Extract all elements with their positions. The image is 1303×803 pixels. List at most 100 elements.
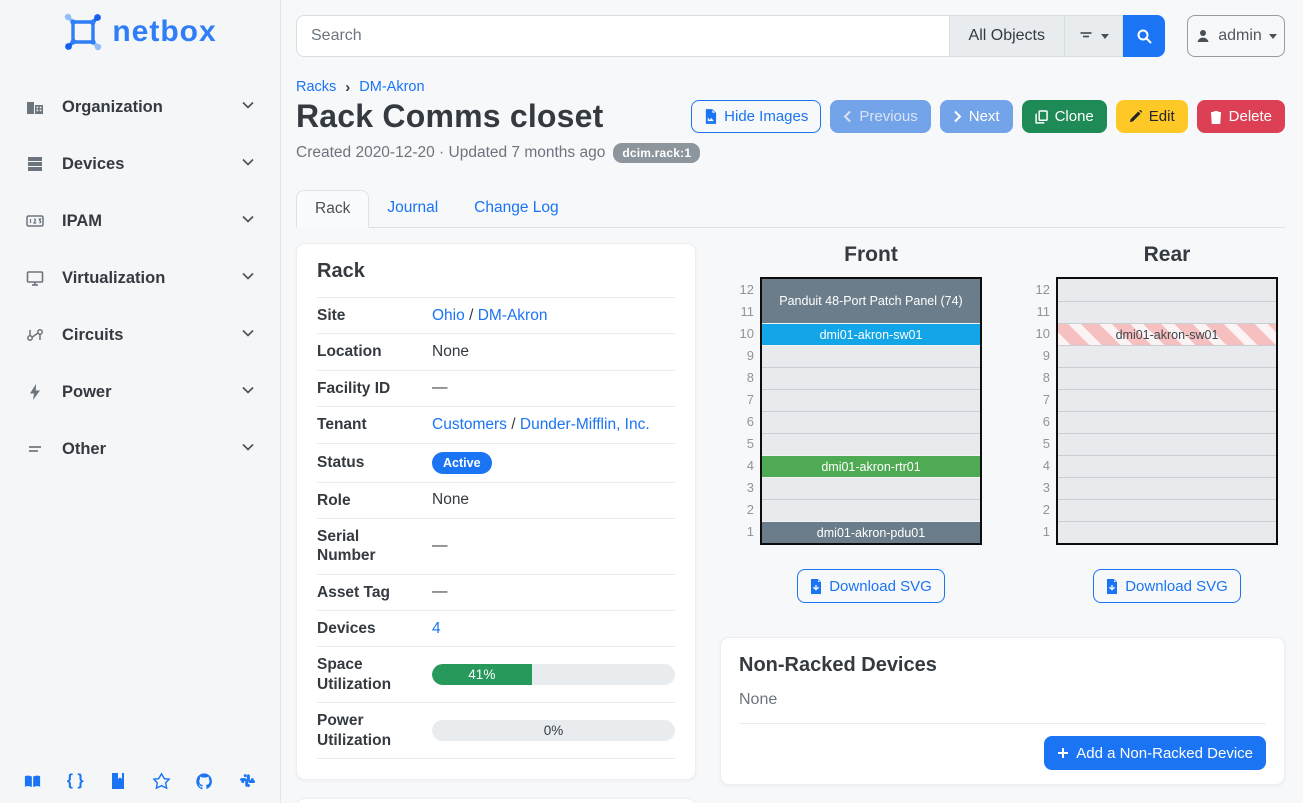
clone-button[interactable]: Clone (1021, 100, 1107, 133)
title-row: Rack Comms closet Hide Images Previous N… (296, 98, 1285, 135)
empty-unit-12[interactable] (1058, 279, 1276, 301)
empty-unit-5[interactable] (1058, 433, 1276, 455)
empty-unit-8[interactable] (762, 367, 980, 389)
site-link[interactable]: Ohio (432, 306, 465, 324)
elevations-row: Front 12 11 10 9 8 7 6 5 4 3 (720, 243, 1285, 603)
github-icon[interactable] (195, 771, 215, 791)
copy-icon (1034, 109, 1048, 124)
search-filter-dropdown[interactable] (1064, 15, 1123, 57)
detail-row-devices: Devices 4 (317, 610, 675, 646)
empty-unit-3[interactable] (762, 477, 980, 499)
sidebar-item-label: Virtualization (62, 268, 166, 287)
detail-row-space-utilization: Space Utilization 41% (317, 646, 675, 702)
empty-unit-6[interactable] (762, 411, 980, 433)
user-name: admin (1218, 27, 1262, 44)
rack-device-switch[interactable]: dmi01-akron-sw01 (762, 323, 980, 345)
chevron-down-icon[interactable] (240, 325, 256, 346)
search-scope-dropdown[interactable]: All Objects (948, 15, 1064, 57)
tenant-link[interactable]: Dunder-Mifflin, Inc. (519, 415, 650, 433)
journal-icon[interactable] (108, 771, 128, 791)
serial-value: — (432, 537, 448, 555)
empty-unit-5[interactable] (762, 433, 980, 455)
rear-elevation-title: Rear (1143, 243, 1191, 266)
empty-unit-2[interactable] (762, 499, 980, 521)
add-non-racked-device-button[interactable]: Add a Non-Racked Device (1044, 736, 1266, 770)
rear-download-svg-button[interactable]: Download SVG (1093, 569, 1241, 603)
chevron-down-icon[interactable] (240, 439, 256, 460)
empty-unit-3[interactable] (1058, 477, 1276, 499)
detail-row-facility-id: Facility ID — (317, 369, 675, 406)
slack-icon[interactable] (238, 771, 258, 791)
search-submit-button[interactable] (1123, 15, 1165, 57)
sidebar-item-virtualization[interactable]: Virtualization (14, 261, 266, 295)
user-menu-button[interactable]: admin (1187, 15, 1285, 57)
sidebar-item-power[interactable]: Power (14, 375, 266, 409)
space-utilization-bar: 41% (432, 664, 675, 686)
title-actions: Hide Images Previous Next Clone Edit Del… (691, 100, 1285, 133)
user-icon (1197, 30, 1209, 42)
chevron-down-icon[interactable] (240, 382, 256, 403)
breadcrumb-racks[interactable]: Racks (296, 79, 337, 95)
api-braces-icon[interactable]: { } (66, 772, 84, 789)
counter-icon (24, 210, 46, 232)
hide-images-button[interactable]: Hide Images (691, 100, 822, 133)
empty-unit-1[interactable] (1058, 521, 1276, 543)
rack-device-router[interactable]: dmi01-akron-rtr01 (762, 455, 980, 477)
empty-unit-7[interactable] (762, 389, 980, 411)
rack-device-pdu[interactable]: dmi01-akron-pdu01 (762, 521, 980, 543)
non-racked-devices-title: Non-Racked Devices (739, 654, 937, 676)
chevron-down-icon[interactable] (240, 154, 256, 175)
empty-unit-4[interactable] (1058, 455, 1276, 477)
power-utilization-label: 0% (543, 723, 564, 738)
tenant-group-link[interactable]: Customers (432, 415, 507, 433)
right-column: Front 12 11 10 9 8 7 6 5 4 3 (720, 243, 1285, 785)
chevron-down-icon[interactable] (240, 211, 256, 232)
facility-id-value: — (432, 379, 448, 397)
rack-device-switch-rear[interactable]: dmi01-akron-sw01 (1058, 323, 1276, 345)
rear-rack-diagram: dmi01-akron-sw01 (1056, 277, 1278, 545)
tab-change-log[interactable]: Change Log (474, 199, 559, 216)
community-star-icon[interactable] (152, 771, 172, 791)
search-icon (1137, 29, 1152, 44)
next-button[interactable]: Next (939, 100, 1013, 133)
empty-unit-9[interactable] (1058, 345, 1276, 367)
empty-unit-6[interactable] (1058, 411, 1276, 433)
devices-count-link[interactable]: 4 (432, 619, 441, 637)
tab-journal[interactable]: Journal (387, 199, 439, 216)
empty-unit-9[interactable] (762, 345, 980, 367)
search-input[interactable] (296, 15, 949, 57)
sidebar-item-ipam[interactable]: IPAM (14, 204, 266, 238)
chevron-down-icon[interactable] (240, 268, 256, 289)
site-group-link[interactable]: DM-Akron (477, 306, 548, 324)
netbox-logo[interactable]: netbox (0, 0, 280, 62)
previous-button[interactable]: Previous (830, 100, 931, 133)
empty-unit-8[interactable] (1058, 367, 1276, 389)
empty-unit-7[interactable] (1058, 389, 1276, 411)
front-rack-diagram: Panduit 48-Port Patch Panel (74) dmi01-a… (760, 277, 982, 545)
netbox-logo-icon (65, 13, 102, 51)
empty-unit-11[interactable] (1058, 301, 1276, 323)
sidebar-item-devices[interactable]: Devices (14, 147, 266, 181)
sidebar-item-organization[interactable]: Organization (14, 90, 266, 124)
breadcrumb-dm-akron[interactable]: DM-Akron (359, 79, 425, 95)
sidebar-item-other[interactable]: Other (14, 432, 266, 466)
topbar: All Objects admin (296, 15, 1285, 57)
next-card-partial (296, 797, 696, 803)
docs-book-icon[interactable] (22, 771, 42, 791)
empty-unit-2[interactable] (1058, 499, 1276, 521)
rack-details-table: Site Ohio / DM-Akron Location None Facil… (317, 297, 675, 759)
sidebar-footer: { } (0, 771, 280, 791)
tab-rack[interactable]: Rack (296, 190, 370, 228)
edit-button[interactable]: Edit (1115, 100, 1188, 133)
detail-row-location: Location None (317, 333, 675, 369)
content-row: Rack Site Ohio / DM-Akron Location None (296, 243, 1285, 803)
chevron-down-icon[interactable] (240, 97, 256, 118)
created-updated-text: Created 2020-12-20 · Updated 7 months ag… (296, 144, 606, 161)
rack-device-patch-panel[interactable]: Panduit 48-Port Patch Panel (74) (762, 279, 980, 323)
chevron-left-icon (843, 110, 852, 123)
sidebar-item-circuits[interactable]: Circuits (14, 318, 266, 352)
delete-button[interactable]: Delete (1196, 100, 1285, 133)
non-racked-devices-footer: Add a Non-Racked Device (739, 723, 1266, 770)
caret-down-icon (1101, 33, 1109, 39)
front-download-svg-button[interactable]: Download SVG (797, 569, 945, 603)
